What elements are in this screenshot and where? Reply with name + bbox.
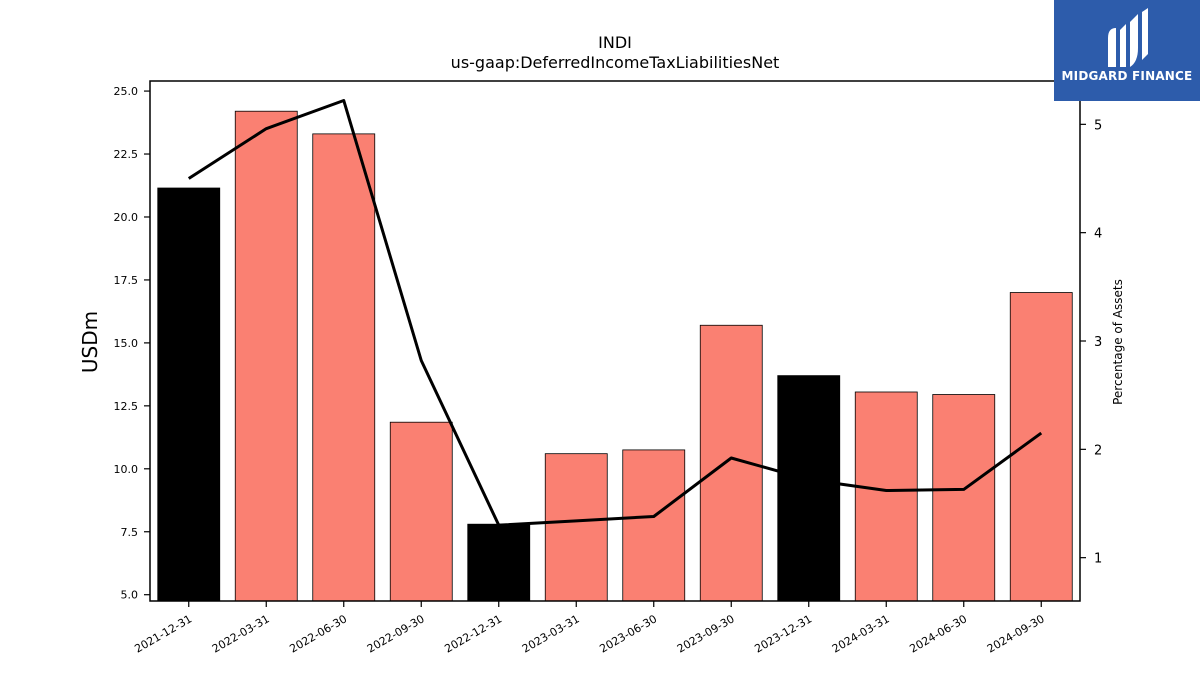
logo-mark-icon — [1108, 8, 1148, 67]
bar-2021-12-31 — [157, 187, 221, 602]
y2-tick-label: 2 — [1094, 443, 1102, 458]
y-tick-label: 5.0 — [121, 589, 139, 602]
x-tick-label: 2022-12-31 — [442, 612, 504, 655]
y-tick-label: 20.0 — [114, 211, 139, 224]
y2-tick-label: 1 — [1094, 552, 1102, 567]
x-tick-label: 2023-09-30 — [675, 612, 737, 655]
bar-2024-03-31 — [854, 391, 918, 602]
y-axis-label: USDm — [78, 311, 102, 373]
y2-axis-label: Percentage of Assets — [1111, 279, 1125, 405]
y-tick-label: 7.5 — [121, 526, 139, 539]
chart-subtitle: us-gaap:DeferredIncomeTaxLiabilitiesNet — [450, 53, 780, 72]
bar-2024-06-30 — [932, 394, 996, 602]
bar-2024-09-30 — [1009, 292, 1073, 602]
percentage-of-assets-line — [187, 99, 1043, 527]
y-tick-label: 12.5 — [114, 400, 139, 413]
bar-2022-06-30 — [312, 133, 376, 602]
x-tick-label: 2024-09-30 — [985, 612, 1047, 655]
x-tick-label: 2022-09-30 — [365, 612, 427, 655]
bar-2023-12-31 — [777, 375, 841, 602]
x-tick-label: 2021-12-31 — [132, 612, 194, 655]
y-tick-label: 15.0 — [114, 337, 139, 350]
x-tick-label: 2023-06-30 — [597, 612, 659, 655]
x-tick-label: 2022-06-30 — [287, 612, 349, 655]
logo-text: MIDGARD FINANCE — [1061, 69, 1193, 83]
bar-2022-09-30 — [389, 421, 453, 602]
x-tick-label: 2023-12-31 — [752, 612, 814, 655]
x-tick-label: 2024-03-31 — [830, 612, 892, 655]
y2-tick-label: 3 — [1094, 335, 1102, 350]
bar-2023-03-31 — [544, 453, 608, 602]
y2-tick-label: 4 — [1094, 227, 1102, 242]
y-tick-label: 25.0 — [114, 85, 139, 98]
bar-2022-12-31 — [467, 523, 531, 602]
y2-tick-label: 5 — [1094, 118, 1102, 133]
y-tick-label: 17.5 — [114, 274, 139, 287]
percentage-line-group — [187, 99, 1043, 527]
x-tick-label: 2024-06-30 — [907, 612, 969, 655]
x-tick-label: 2022-03-31 — [210, 612, 272, 655]
y-tick-label: 10.0 — [114, 463, 139, 476]
y-tick-label: 22.5 — [114, 148, 139, 161]
x-tick-label: 2023-03-31 — [520, 612, 582, 655]
midgard-finance-logo: MIDGARD FINANCE — [1054, 0, 1200, 101]
bar-2022-03-31 — [234, 110, 298, 602]
bars-group — [157, 110, 1073, 602]
chart-title: INDI — [598, 33, 632, 52]
bar-2023-06-30 — [622, 449, 686, 602]
